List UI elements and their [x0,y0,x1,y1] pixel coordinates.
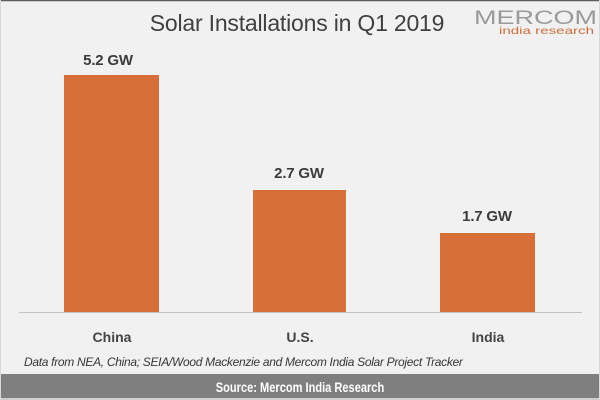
svg-text:india research: india research [499,25,594,37]
svg-text:MERCOM: MERCOM [474,7,597,29]
